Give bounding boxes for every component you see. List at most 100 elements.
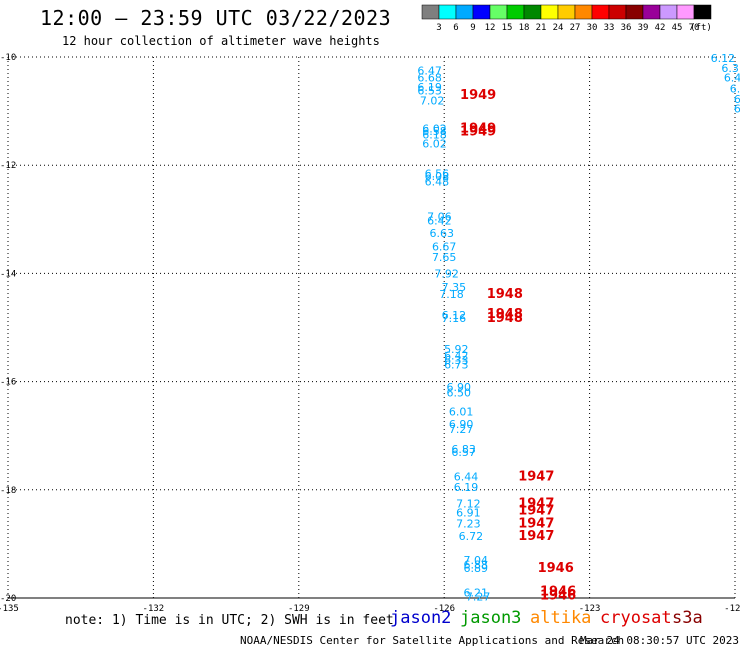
wave-height-label: 6.3 xyxy=(721,62,739,75)
pass-time-label: 1947 xyxy=(518,469,554,484)
colorbar-swatch xyxy=(506,4,525,20)
colorbar-swatch xyxy=(557,4,576,20)
map-title: 12:00 – 23:59 UTC 03/22/2023 xyxy=(40,6,392,30)
pass-time-label: 1947 xyxy=(518,529,554,544)
colorbar-label: 21 xyxy=(536,23,547,33)
wave-height-label: 6.01 xyxy=(449,405,474,418)
wave-height-label: 6.91 xyxy=(456,507,481,520)
colorbar-swatch xyxy=(523,4,542,20)
lat-tick-label: -20 xyxy=(0,594,16,604)
wave-height-label: 6.88 xyxy=(463,558,488,571)
satellite-legend-s3a: s3a xyxy=(672,608,703,628)
wave-height-label: 7.27 xyxy=(449,423,474,436)
lat-tick-label: -16 xyxy=(0,378,16,388)
wave-height-label: 6.57 xyxy=(451,446,476,459)
colorbar-label: 24 xyxy=(553,23,564,33)
colorbar-label: 6 xyxy=(453,23,458,33)
colorbar-swatch xyxy=(438,4,457,20)
lat-tick-label: -18 xyxy=(0,486,16,496)
note-text: note: 1) Time is in UTC; 2) SWH is in fe… xyxy=(65,613,394,628)
colorbar-swatch xyxy=(676,4,695,20)
wave-height-label: 7.02 xyxy=(420,94,445,107)
wave-height-label: 6.08 xyxy=(425,170,450,183)
wave-height-label: 6.50 xyxy=(446,386,471,399)
colorbar-swatch xyxy=(642,4,661,20)
generated-timestamp: Mar 24 08:30:57 UTC 2023 xyxy=(580,634,739,647)
colorbar-swatch xyxy=(659,4,678,20)
wave-height-label: 6.33 xyxy=(444,354,469,367)
wave-height-label: 7.12 xyxy=(456,497,481,510)
wave-height-label: 5.92 xyxy=(444,343,469,356)
lon-tick-label: -123 xyxy=(579,604,601,614)
colorbar-label: 30 xyxy=(587,23,598,33)
wave-height-label: 6. xyxy=(730,82,740,95)
wave-height-label: 6.47 xyxy=(417,65,442,78)
wave-height-label: 7.92 xyxy=(434,267,459,280)
lon-tick-label: -135 xyxy=(0,604,19,614)
satellite-legend-jason2: jason2 xyxy=(390,608,452,628)
wave-height-label: 6.53 xyxy=(417,85,442,98)
colorbar-unit: (ft) xyxy=(690,23,712,33)
wave-height-label: 6.42 xyxy=(444,350,469,363)
wave-height-label: 6.02 xyxy=(422,122,447,135)
wave-height-label: 6.44 xyxy=(454,470,479,483)
colorbar-swatch xyxy=(421,4,440,20)
lon-tick-label: -126 xyxy=(433,604,455,614)
lon-tick-label: -132 xyxy=(143,604,165,614)
pass-time-label: 1948 xyxy=(487,307,523,322)
colorbar-label: 39 xyxy=(638,23,649,33)
lat-tick-label: -10 xyxy=(0,53,16,63)
colorbar-label: 18 xyxy=(519,23,530,33)
wave-height-label: 6.19 xyxy=(417,81,442,94)
colorbar-label: 27 xyxy=(570,23,581,33)
wave-height-label: 6.18 xyxy=(422,128,447,141)
wave-height-label: 7.04 xyxy=(463,554,488,567)
wave-height-label: 6.48 xyxy=(425,175,450,188)
wave-height-label: 6.90 xyxy=(446,381,471,394)
wave-height-label: 6.58 xyxy=(422,125,447,138)
satellite-legend-jason3: jason3 xyxy=(460,608,522,628)
colorbar-swatch xyxy=(472,4,491,20)
satellite-legend-cryosat: cryosat xyxy=(600,608,672,628)
credit-text: NOAA/NESDIS Center for Satellite Applica… xyxy=(240,634,625,647)
wave-height-label: 6.67 xyxy=(432,240,457,253)
colorbar-label: 9 xyxy=(470,23,475,33)
wave-height-label: 6.42 xyxy=(427,214,452,227)
wave-height-label: 6.89 xyxy=(463,562,488,575)
wave-height-label: 6.72 xyxy=(459,530,484,543)
wave-height-label: 7.06 xyxy=(427,211,452,224)
pass-time-label: 1946 xyxy=(538,561,574,576)
pass-time-label: 1949 xyxy=(460,121,496,136)
colorbar-label: 70 xyxy=(689,23,700,33)
wave-height-label: 7.23 xyxy=(456,517,481,530)
wave-height-label: 7.18 xyxy=(439,288,464,301)
wave-height-label: 6 xyxy=(734,93,740,106)
pass-time-label: 1948 xyxy=(487,311,523,326)
wave-height-label: 6.12 xyxy=(442,309,467,322)
pass-time-label: 1947 xyxy=(518,503,554,518)
pass-time-label: 1947 xyxy=(518,496,554,511)
colorbar-swatch xyxy=(574,4,593,20)
lon-tick-label: -129 xyxy=(288,604,310,614)
wave-height-label: 6.90 xyxy=(449,418,474,431)
wave-height-label: 6.4 xyxy=(724,72,740,85)
wave-height-label: 6.63 xyxy=(430,227,455,240)
wave-height-label: 6.02 xyxy=(422,138,447,151)
wave-height-label: 6.83 xyxy=(451,443,476,456)
lat-tick-label: -14 xyxy=(0,269,16,279)
pass-time-label: 1946 xyxy=(540,588,576,603)
colorbar-label: 33 xyxy=(604,23,615,33)
colorbar-swatch xyxy=(591,4,610,20)
wave-height-label: 7.35 xyxy=(442,281,467,294)
colorbar-label: 15 xyxy=(502,23,513,33)
wave-height-label: 6.56 xyxy=(425,167,450,180)
pass-time-label: 1947 xyxy=(518,516,554,531)
wave-height-label: 6.73 xyxy=(444,358,469,371)
wave-height-label: 6.19 xyxy=(454,481,479,494)
wave-height-label: 7.16 xyxy=(442,312,467,325)
wave-height-label: 6.68 xyxy=(417,72,442,85)
lat-tick-label: -12 xyxy=(0,161,16,171)
colorbar-swatch xyxy=(608,4,627,20)
wave-height-label: 6.12 xyxy=(711,52,736,65)
